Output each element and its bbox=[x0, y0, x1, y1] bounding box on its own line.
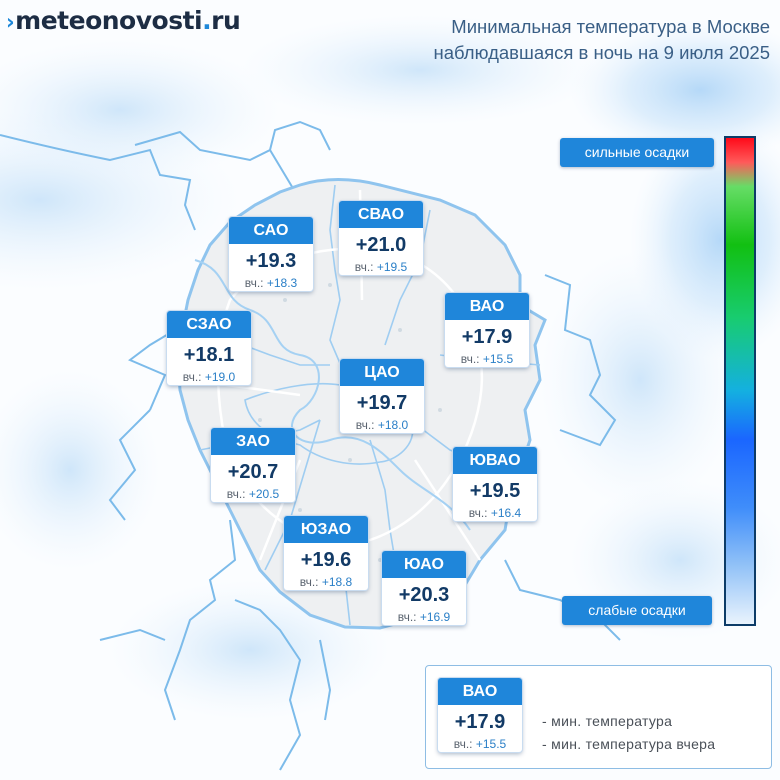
yesterday-temperature: вч.: +20.5 bbox=[211, 486, 295, 502]
min-temperature: +19.6 bbox=[300, 549, 352, 571]
yesterday-temperature: вч.: +18.3 bbox=[229, 275, 313, 291]
yesterday-temperature: вч.: +18.8 bbox=[284, 574, 368, 590]
legend-example-card: ВАО +17.9 вч.: +15.5 bbox=[438, 678, 522, 752]
legend-box: ВАО +17.9 вч.: +15.5 - мин. температура … bbox=[425, 665, 772, 769]
yesterday-label: вч.: bbox=[299, 575, 319, 589]
district-name: САО bbox=[229, 217, 313, 244]
district-name: ЮЗАО bbox=[284, 516, 368, 543]
district-name: СЗАО bbox=[167, 311, 251, 338]
district-name: СВАО bbox=[339, 201, 423, 228]
district-card-szao: СЗАО +18.1 вч.: +19.0 bbox=[167, 311, 251, 385]
district-name: ВАО bbox=[445, 293, 529, 320]
district-card-vao: ВАО +17.9 вч.: +15.5 bbox=[445, 293, 529, 367]
district-card-yuzao: ЮЗАО +19.6 вч.: +18.8 bbox=[284, 516, 368, 590]
logo-mark: › bbox=[6, 10, 15, 34]
legend-line-min-temp-yesterday: - мин. температура вчера bbox=[542, 736, 716, 752]
min-temperature: +18.1 bbox=[183, 344, 235, 366]
district-name: ЦАО bbox=[340, 359, 424, 386]
yesterday-value: +15.5 bbox=[475, 737, 507, 751]
district-card-yuao: ЮАО +20.3 вч.: +16.9 bbox=[382, 551, 466, 625]
site-logo[interactable]: › meteo novosti . ru bbox=[6, 6, 241, 35]
yesterday-value: +18.3 bbox=[266, 276, 298, 290]
yesterday-value: +15.5 bbox=[482, 352, 514, 366]
min-temperature: +17.9 bbox=[454, 711, 506, 733]
yesterday-label: вч.: bbox=[397, 610, 417, 624]
logo-dot: . bbox=[202, 6, 212, 35]
min-temperature: +17.9 bbox=[461, 326, 513, 348]
yesterday-value: +16.4 bbox=[490, 506, 522, 520]
district-card-sao: САО +19.3 вч.: +18.3 bbox=[229, 217, 313, 291]
logo-text-meteo: meteo bbox=[15, 6, 102, 35]
min-temperature: +19.3 bbox=[245, 250, 297, 272]
yesterday-value: +18.8 bbox=[321, 575, 353, 589]
logo-text-ru: ru bbox=[211, 6, 241, 35]
min-temperature: +20.3 bbox=[398, 584, 450, 606]
yesterday-value: +19.5 bbox=[376, 260, 408, 274]
district-name: ЮВАО bbox=[453, 447, 537, 474]
outer-city-boundaries bbox=[0, 120, 621, 771]
district-name: ВАО bbox=[438, 678, 522, 705]
yesterday-value: +18.0 bbox=[377, 418, 409, 432]
min-temperature: +20.7 bbox=[227, 461, 279, 483]
yesterday-label: вч.: bbox=[460, 352, 480, 366]
legend-line-min-temp: - мин. температура bbox=[542, 713, 673, 729]
yesterday-label: вч.: bbox=[226, 487, 246, 501]
yesterday-temperature: вч.: +19.5 bbox=[339, 259, 423, 275]
yesterday-label: вч.: bbox=[453, 737, 473, 751]
district-name: ЮАО bbox=[382, 551, 466, 578]
yesterday-value: +16.9 bbox=[419, 610, 451, 624]
yesterday-value: +19.0 bbox=[204, 370, 236, 384]
min-temperature: +19.7 bbox=[356, 392, 408, 414]
title-line-1: Минимальная температура в Москве bbox=[451, 16, 770, 37]
district-card-yuvao: ЮВАО +19.5 вч.: +16.4 bbox=[453, 447, 537, 521]
yesterday-value: +20.5 bbox=[248, 487, 280, 501]
title-line-2: наблюдавшаяся в ночь на 9 июля 2025 bbox=[433, 42, 770, 63]
strong-precipitation-label: сильные осадки bbox=[560, 138, 714, 167]
weak-precipitation-label: слабые осадки bbox=[562, 596, 712, 625]
precipitation-scale-bar bbox=[724, 136, 756, 626]
yesterday-label: вч.: bbox=[244, 276, 264, 290]
yesterday-temperature: вч.: +18.0 bbox=[340, 417, 424, 433]
map-title: Минимальная температура в Москве наблюда… bbox=[434, 14, 770, 66]
rivers bbox=[194, 259, 471, 531]
district-card-svao: СВАО +21.0 вч.: +19.5 bbox=[339, 201, 423, 275]
yesterday-temperature: вч.: +16.4 bbox=[453, 505, 537, 521]
district-card-tsao: ЦАО +19.7 вч.: +18.0 bbox=[340, 359, 424, 433]
yesterday-temperature: вч.: +15.5 bbox=[438, 736, 522, 752]
min-temperature: +21.0 bbox=[355, 234, 407, 256]
yesterday-label: вч.: bbox=[182, 370, 202, 384]
min-temperature: +19.5 bbox=[469, 480, 521, 502]
district-card-zao: ЗАО +20.7 вч.: +20.5 bbox=[211, 428, 295, 502]
logo-text-novosti: novosti bbox=[101, 6, 203, 35]
district-name: ЗАО bbox=[211, 428, 295, 455]
yesterday-temperature: вч.: +15.5 bbox=[445, 351, 529, 367]
yesterday-label: вч.: bbox=[468, 506, 488, 520]
yesterday-temperature: вч.: +16.9 bbox=[382, 609, 466, 625]
yesterday-label: вч.: bbox=[354, 260, 374, 274]
yesterday-label: вч.: bbox=[355, 418, 375, 432]
yesterday-temperature: вч.: +19.0 bbox=[167, 369, 251, 385]
